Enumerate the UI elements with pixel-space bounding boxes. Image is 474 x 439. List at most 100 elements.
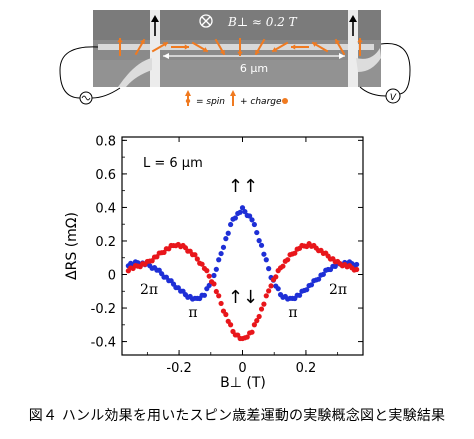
data-point xyxy=(228,221,234,228)
legend-charge-spin-arrow xyxy=(230,90,236,106)
data-point xyxy=(161,249,167,255)
data-point xyxy=(223,236,229,242)
data-point xyxy=(285,257,291,263)
data-point xyxy=(228,322,234,328)
detector-spin-icon xyxy=(349,15,357,36)
two-pi-right-annotation: 2π xyxy=(329,282,347,298)
spin-arrow-head xyxy=(184,44,189,50)
y-tick-label: 0.6 xyxy=(95,168,116,183)
data-point xyxy=(206,273,212,279)
data-point xyxy=(304,287,310,293)
data-point xyxy=(275,286,281,292)
data-point xyxy=(256,238,262,244)
data-point xyxy=(273,274,279,280)
data-point xyxy=(244,334,250,340)
data-point xyxy=(251,322,257,328)
data-point xyxy=(256,313,262,320)
data-point xyxy=(201,292,208,298)
data-point xyxy=(154,254,160,260)
data-point xyxy=(220,244,227,250)
data-point xyxy=(320,271,326,277)
left-circuit-wire xyxy=(59,46,99,99)
data-point xyxy=(292,250,298,256)
spin-arrow-head xyxy=(272,47,278,52)
spin-arrow-head xyxy=(291,44,296,50)
data-point xyxy=(258,242,265,248)
data-point xyxy=(261,301,267,307)
data-point xyxy=(263,293,269,299)
data-point xyxy=(258,306,265,312)
right-lead xyxy=(356,48,381,72)
antiparallel-annotation: ↑↓ xyxy=(228,287,258,308)
data-point xyxy=(316,276,322,282)
two-pi-left-annotation: 2π xyxy=(140,282,158,298)
legend-charge-label: + charge xyxy=(240,97,282,107)
data-point xyxy=(254,318,260,324)
data-point xyxy=(149,258,155,264)
data-point xyxy=(237,209,243,215)
left-electrode xyxy=(150,10,160,87)
data-point xyxy=(216,293,222,299)
data-point xyxy=(204,268,210,274)
spin-arrow-head xyxy=(312,42,318,47)
legend-spin xyxy=(185,90,191,106)
data-point xyxy=(354,261,360,268)
data-point xyxy=(211,281,217,287)
data-point xyxy=(239,205,246,211)
data-point xyxy=(254,229,260,236)
hanle-plot: -0.4-0.200.20.40.60.8 -0.2 0 0.2 L = 6 μm … xyxy=(64,134,364,391)
spin-arrow-head xyxy=(220,49,225,55)
x-axis-ticks: -0.2 0 0.2 xyxy=(146,137,339,376)
field-label: B⊥ ≈ 0.2 T xyxy=(227,15,298,29)
data-point xyxy=(308,282,315,288)
pi-right-annotation: π xyxy=(288,305,297,321)
length-annotation: L = 6 μm xyxy=(143,156,203,171)
data-point xyxy=(247,213,253,219)
data-point xyxy=(296,292,303,298)
device-schematic: B⊥ ≈ 0.2 T 6 μm V xyxy=(59,10,411,107)
spin-arrow-head xyxy=(117,38,123,43)
data-point xyxy=(263,257,269,263)
right-circuit-wire xyxy=(380,43,411,95)
right-electrode xyxy=(348,10,358,87)
data-point xyxy=(211,272,217,279)
injector-spin-icon xyxy=(151,15,159,36)
data-point xyxy=(194,256,200,262)
data-point xyxy=(268,283,274,289)
y-axis-ticks: -0.4 -0.2 0 0.2 0.4 0.6 0.8 xyxy=(91,134,363,351)
data-point xyxy=(266,266,272,272)
data-point xyxy=(251,221,257,228)
y-tick-label: 0.8 xyxy=(95,134,116,149)
y-tick-label: 0.4 xyxy=(95,201,116,216)
pi-left-annotation: π xyxy=(188,305,197,321)
precessing-spins xyxy=(117,38,363,56)
spin-arrow-head xyxy=(237,51,243,56)
data-point xyxy=(192,252,198,258)
data-point xyxy=(225,230,231,236)
data-point xyxy=(249,217,255,223)
data-point xyxy=(218,300,224,307)
x-axis-label: B⊥ (T) xyxy=(220,375,266,391)
y-tick-label: 0.2 xyxy=(95,235,116,250)
x-tick-label: 0 xyxy=(238,361,246,376)
spin-arrow-head xyxy=(335,39,340,45)
spin-arrow-head xyxy=(140,39,145,45)
distance-label: 6 μm xyxy=(240,62,268,75)
spin-arrow-head xyxy=(202,47,208,52)
graphene-channel xyxy=(98,44,374,50)
data-point xyxy=(223,311,229,318)
legend-spin-label: = spin xyxy=(196,97,225,107)
y-tick-label: -0.2 xyxy=(91,302,116,317)
y-axis-label: ΔRS (mΩ) xyxy=(64,212,80,280)
data-point xyxy=(242,209,248,215)
spin-arrow-head xyxy=(162,42,168,47)
sem-shade-top xyxy=(93,10,381,40)
series-group xyxy=(125,241,360,342)
data-point xyxy=(261,251,267,257)
voltmeter-label: V xyxy=(390,93,397,103)
charge-dot-icon xyxy=(282,98,288,104)
data-point xyxy=(213,288,219,295)
data-point xyxy=(218,250,224,257)
